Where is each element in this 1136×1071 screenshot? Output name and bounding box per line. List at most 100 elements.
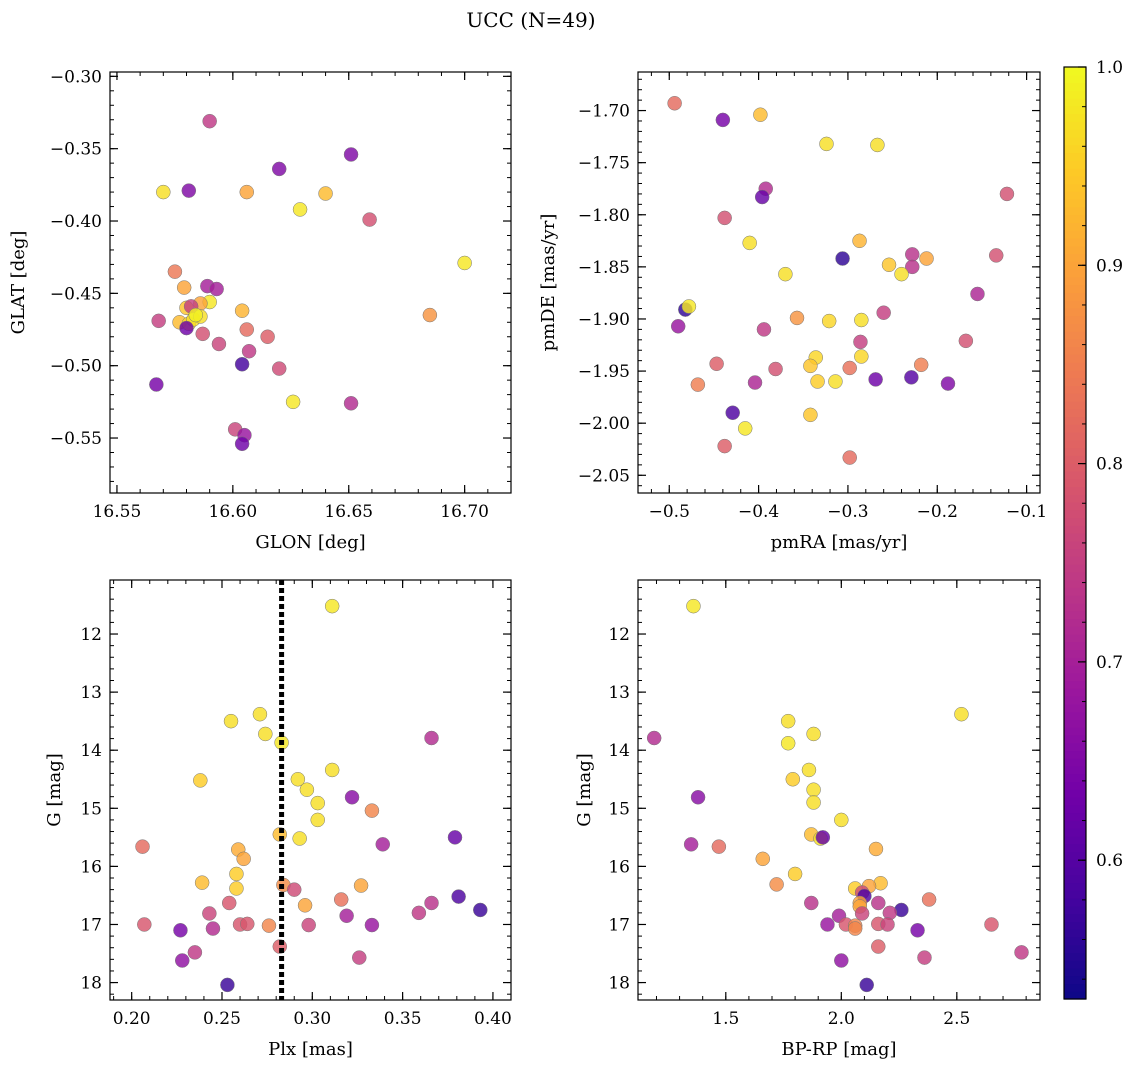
data-point [768, 361, 783, 377]
colorbar-band [1064, 905, 1086, 915]
colorbar-band [1064, 455, 1086, 464]
colorbar-band [1064, 921, 1086, 930]
data-point [871, 895, 886, 911]
data-point [715, 112, 731, 128]
data-point [457, 255, 472, 271]
data-point [473, 902, 488, 918]
y-tick-label: 18 [608, 974, 630, 994]
colorbar-band [1064, 540, 1086, 550]
data-point [202, 113, 217, 129]
data-point [260, 329, 275, 345]
data-point [755, 851, 771, 867]
data-point [220, 977, 235, 993]
colorbar-band [1064, 781, 1086, 790]
colorbar-band [1064, 98, 1086, 107]
colorbar-band [1064, 641, 1086, 651]
data-point [854, 312, 869, 328]
colorbar-band [1064, 478, 1086, 487]
colorbar-band [1064, 113, 1086, 122]
y-axis-label: G [mag] [574, 753, 595, 826]
colorbar-band [1064, 362, 1086, 371]
data-point [137, 917, 152, 932]
data-point [292, 202, 308, 217]
colorbar-band [1064, 649, 1086, 658]
colorbar-band [1064, 90, 1086, 99]
colorbar-band [1064, 214, 1086, 223]
colorbar-band [1064, 121, 1086, 130]
data-point [917, 950, 932, 965]
data-point [258, 726, 273, 742]
x-axis-label: Plx [mas] [268, 1039, 353, 1060]
y-tick-label: 16 [80, 857, 102, 877]
colorbar: 0.6 0.7 0.8 0.9 1.0 [1063, 58, 1123, 1000]
panel-bprp-g: 1.5 2.0 2.5 12 13 14 15 16 17 18 BP-RP [mag] G [mag… [574, 579, 1041, 1060]
colorbar-band [1064, 766, 1086, 775]
colorbar-band [1064, 672, 1086, 682]
data-point [834, 953, 849, 968]
data-point [904, 370, 919, 385]
colorbar-band [1064, 874, 1086, 884]
data-point [756, 322, 772, 337]
y-tick-label: −0.35 [50, 140, 102, 160]
data-point [806, 726, 821, 742]
y-tick-label: 12 [80, 625, 102, 645]
colorbar-band [1064, 820, 1086, 829]
data-point [806, 795, 821, 810]
y-tick-label: −1.70 [578, 102, 630, 122]
data-point [290, 772, 306, 787]
colorbar-band [1064, 688, 1086, 697]
data-point [234, 436, 250, 452]
data-point [913, 357, 929, 373]
x-axis-label: BP-RP [mag] [781, 1039, 896, 1060]
data-point [854, 906, 870, 921]
data-point [646, 730, 662, 746]
colorbar-band [1064, 556, 1086, 565]
y-tick-label: −0.45 [50, 284, 102, 304]
colorbar-band [1064, 719, 1086, 728]
data-point [690, 377, 706, 392]
x-tick-label: 0.20 [113, 1009, 151, 1029]
data-point [234, 356, 250, 372]
data-point [894, 266, 909, 282]
colorbar-band [1064, 439, 1086, 449]
colorbar-band [1064, 952, 1086, 961]
colorbar-band [1064, 424, 1086, 433]
x-tick-label: −0.1 [1006, 502, 1047, 522]
x-tick-label: 2.5 [943, 1009, 970, 1029]
data-point [854, 349, 869, 364]
colorbar-band [1064, 105, 1086, 115]
data-point [834, 812, 849, 828]
colorbar-band [1064, 470, 1086, 480]
colorbar-band [1064, 742, 1086, 752]
data-point [344, 790, 360, 805]
y-tick-label: 13 [80, 683, 102, 703]
colorbar-band [1064, 331, 1086, 340]
data-point [785, 772, 801, 787]
colorbar-band [1064, 230, 1086, 239]
colorbar-band [1064, 983, 1086, 992]
y-tick-label: 13 [608, 683, 630, 703]
colorbar-band [1064, 711, 1086, 720]
data-point [754, 189, 770, 205]
colorbar-band [1064, 890, 1086, 899]
data-point [188, 307, 204, 323]
data-point [780, 713, 796, 729]
colorbar-band [1064, 812, 1086, 821]
data-point [447, 830, 463, 845]
data-point [717, 210, 732, 226]
colorbar-band [1064, 338, 1086, 348]
colorbar-band [1064, 967, 1086, 977]
colorbar-band [1064, 463, 1086, 472]
colorbar-band [1064, 245, 1086, 254]
data-point [919, 251, 934, 266]
data-point [769, 877, 784, 892]
data-point [310, 812, 325, 828]
data-point [324, 762, 340, 778]
data-point [859, 977, 874, 993]
data-point [868, 372, 883, 387]
y-tick-label: 15 [80, 799, 102, 819]
data-point [842, 450, 857, 465]
data-point [364, 803, 380, 818]
x-tick-label: 16.55 [93, 502, 142, 522]
